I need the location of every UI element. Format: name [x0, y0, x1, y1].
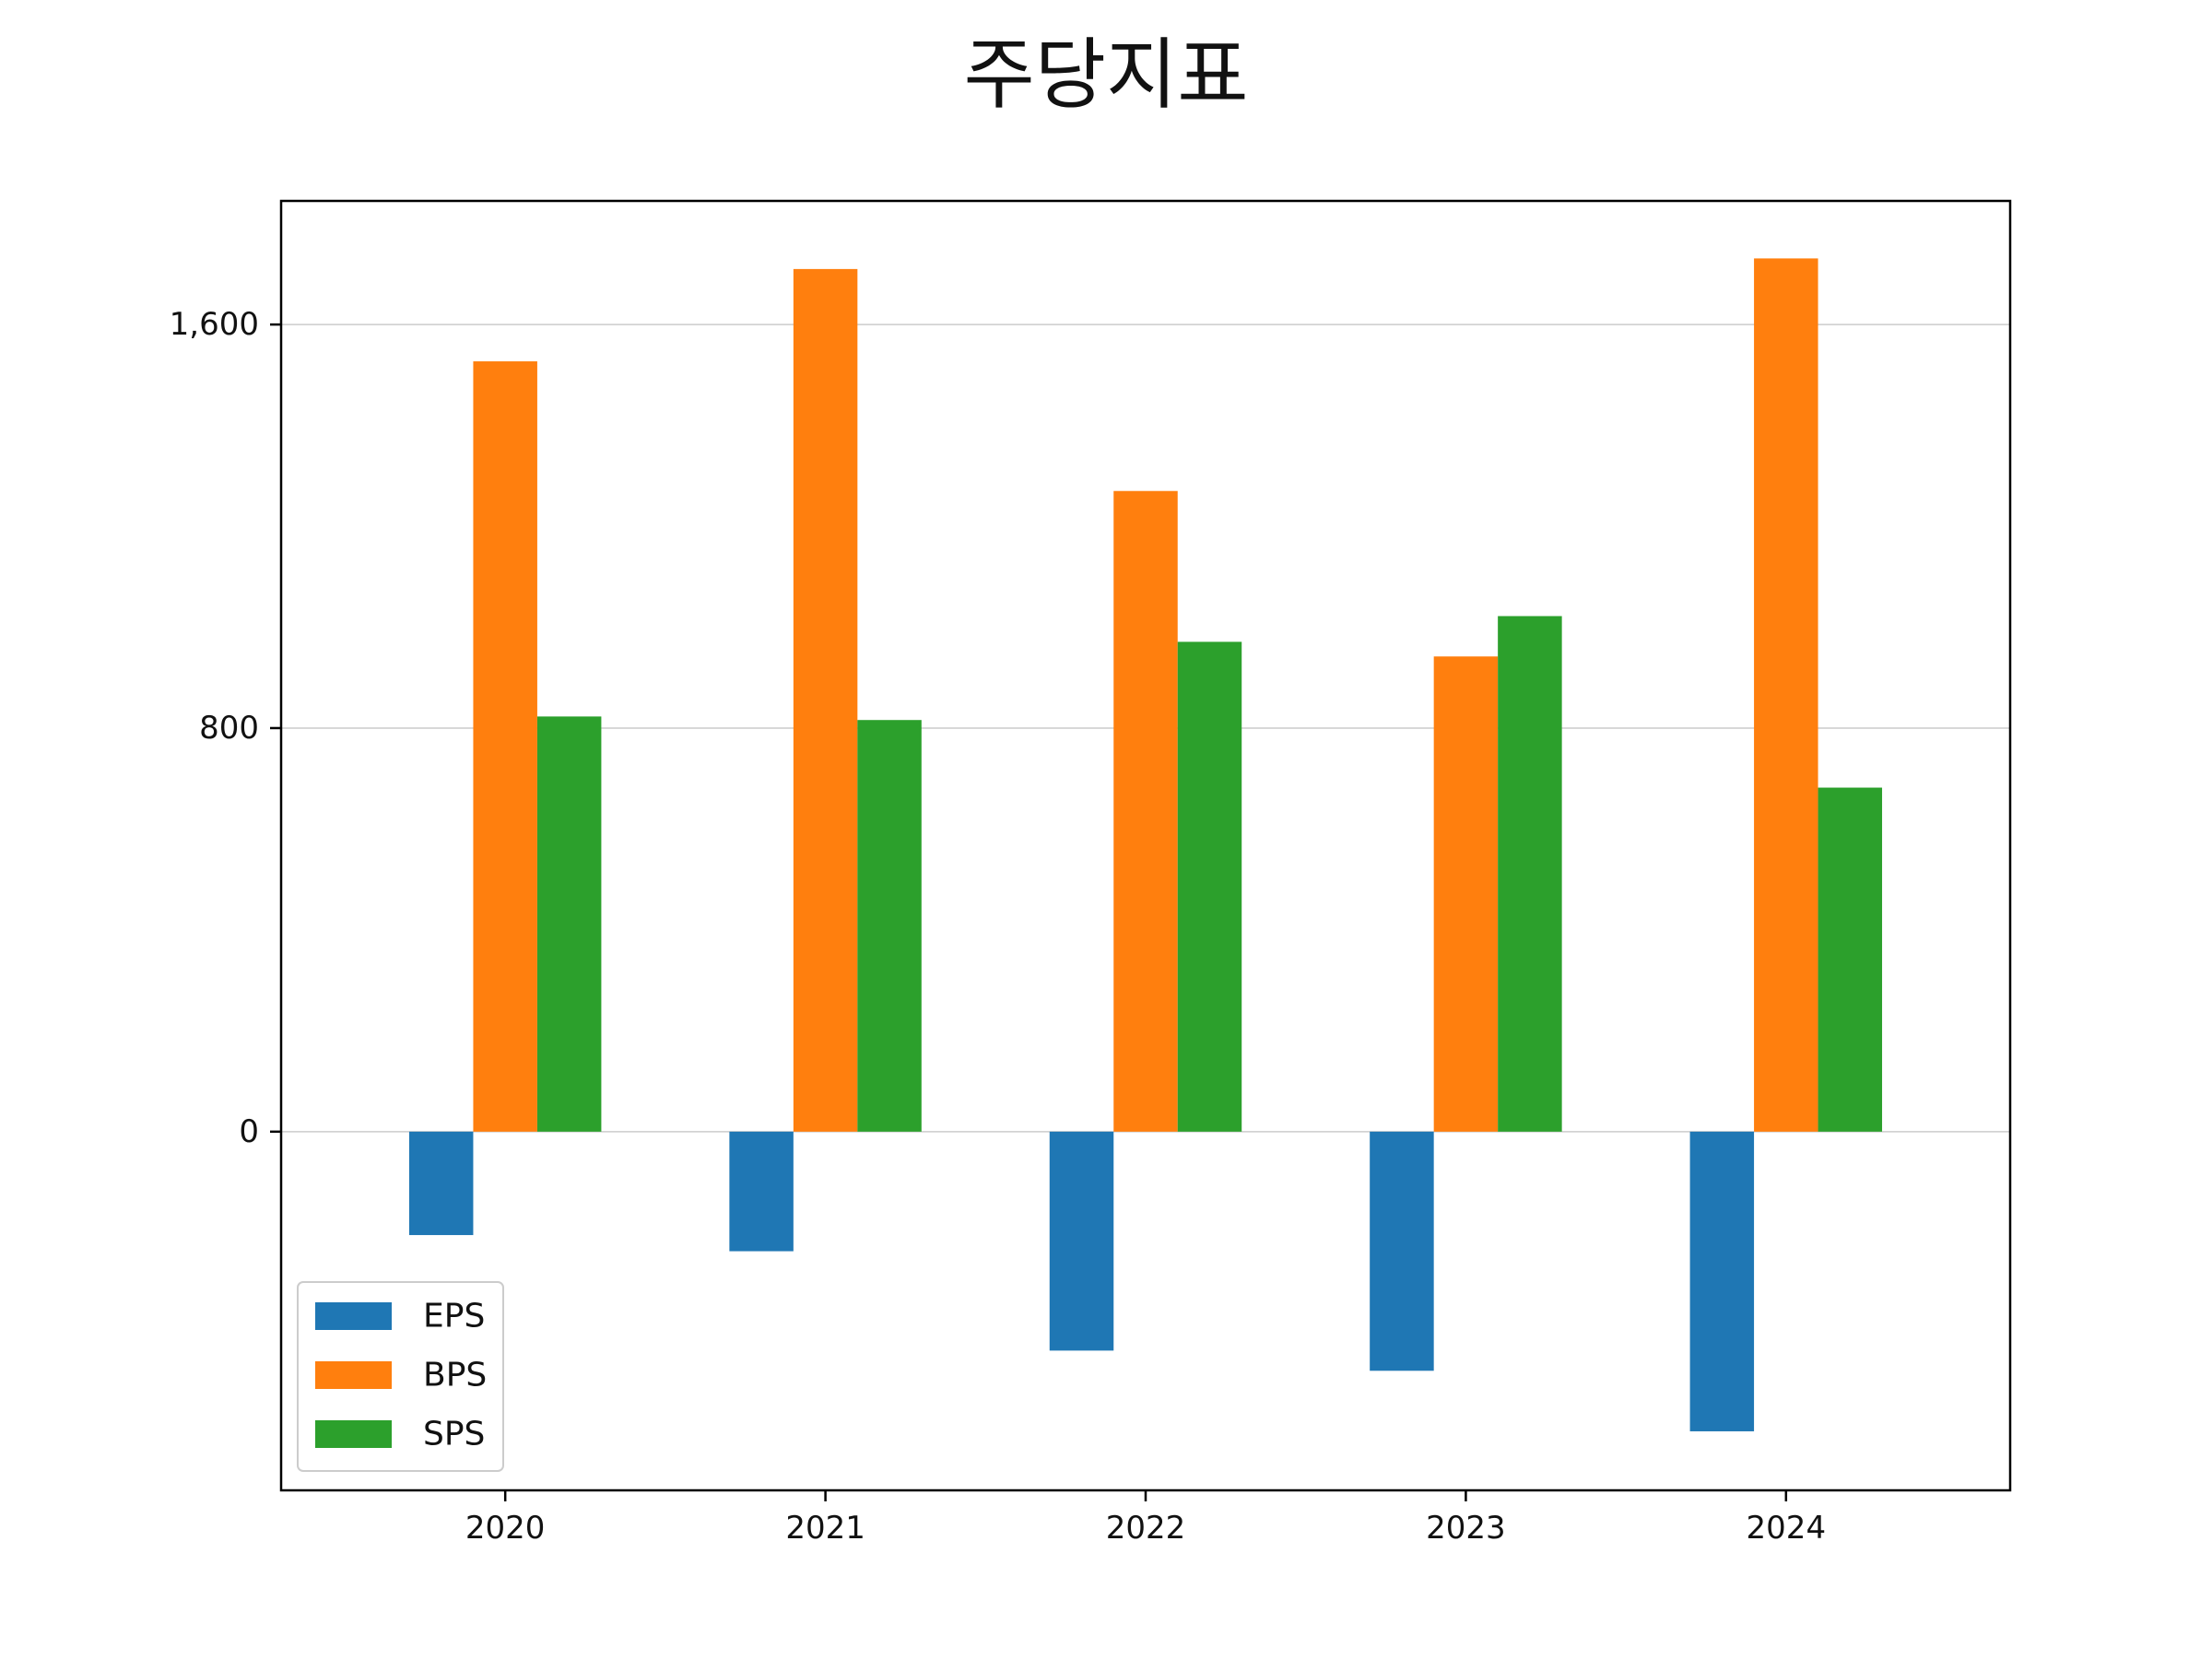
bar-bps-2021: [793, 268, 858, 1132]
legend-swatch-eps: [315, 1302, 392, 1330]
bar-sps-2021: [857, 720, 922, 1132]
x-tick-label: 2021: [785, 1510, 865, 1547]
legend-label-sps: SPS: [423, 1416, 485, 1453]
y-tick-label: 800: [199, 710, 259, 747]
bar-sps-2023: [1498, 616, 1562, 1132]
bar-eps-2020: [408, 1131, 474, 1236]
y-axis: 0 800 1,600: [170, 306, 281, 1150]
x-tick-label: 2022: [1106, 1510, 1186, 1547]
bar-bps-2022: [1113, 490, 1178, 1132]
bar-sps-2024: [1818, 787, 1883, 1132]
bar-eps-2022: [1049, 1131, 1114, 1351]
x-axis: 2020 2021 2022 2023 2024: [465, 1490, 1826, 1547]
x-tick-label: 2020: [465, 1510, 546, 1547]
chart-title: 주당지표: [963, 29, 1249, 120]
x-tick-label: 2024: [1747, 1510, 1827, 1547]
bar-eps-2023: [1370, 1131, 1434, 1371]
legend: EPS BPS SPS: [297, 1281, 504, 1472]
y-tick-label: 1,600: [170, 306, 259, 343]
legend-swatch-bps: [315, 1361, 392, 1389]
legend-swatch-sps: [315, 1420, 392, 1448]
bar-bps-2024: [1754, 258, 1818, 1132]
bar-bps-2020: [473, 361, 537, 1132]
legend-label-eps: EPS: [423, 1298, 485, 1335]
bars: [408, 258, 1883, 1431]
bar-eps-2021: [729, 1131, 794, 1252]
bar-sps-2022: [1177, 641, 1242, 1132]
x-tick-label: 2023: [1426, 1510, 1506, 1547]
bar-sps-2020: [536, 716, 602, 1132]
y-tick-label: 0: [239, 1113, 259, 1150]
bar-bps-2023: [1433, 656, 1499, 1132]
bar-eps-2024: [1689, 1131, 1755, 1431]
legend-label-bps: BPS: [423, 1357, 487, 1394]
